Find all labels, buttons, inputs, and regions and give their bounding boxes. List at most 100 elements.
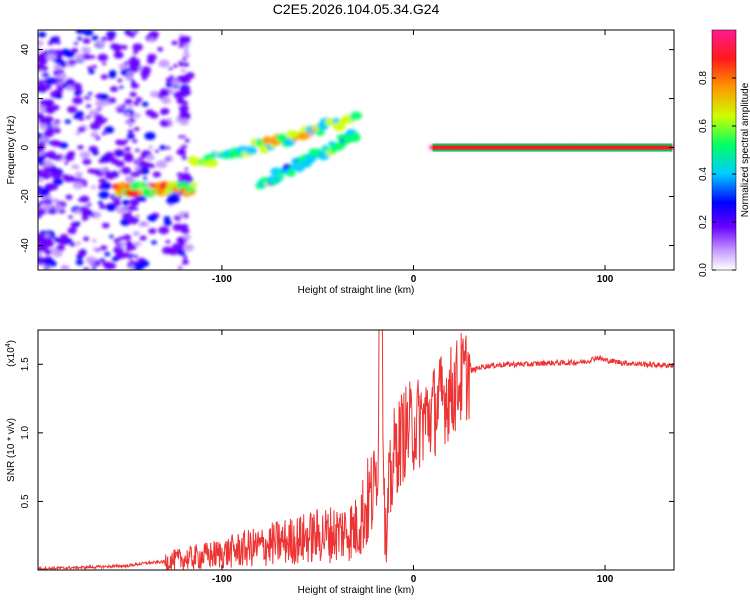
spectrogram-cell: [177, 249, 186, 256]
spectrogram-cell: [38, 40, 44, 46]
snr-y-scale-note: (x104): [5, 340, 17, 367]
spectrogram-cell: [350, 111, 362, 120]
spectrogram-cell: [132, 231, 140, 237]
spectrogram-cell: [111, 256, 119, 262]
spectrogram-cell: [90, 185, 97, 190]
spectrogram-cell: [57, 246, 64, 250]
spectrogram-cell: [74, 209, 82, 215]
spectrogram-cell: [82, 183, 88, 187]
spectrogram-cell: [38, 208, 47, 216]
snr-y-axis-label: SNR (10 * v/v): [6, 418, 17, 482]
spectrogram-cell: [128, 214, 133, 218]
spectrogram-cell: [66, 175, 76, 183]
spectrogram-cell: [184, 167, 189, 171]
spectrogram-cell: [151, 240, 157, 245]
spectrogram-cell: [132, 50, 139, 55]
colorbar-tick-label: 0.6: [698, 119, 709, 133]
spectrogram-cell: [188, 190, 196, 196]
spectrogram-cell: [69, 242, 76, 247]
spectrogram-y-tick-label: 0: [20, 144, 31, 150]
spectrogram-cell: [50, 170, 62, 179]
spectrogram-cell: [135, 174, 140, 178]
spectrogram-cell: [286, 170, 296, 177]
spectrogram-cell: [152, 171, 162, 178]
spectrogram-cell: [38, 202, 42, 208]
spectrogram-cell: [206, 159, 219, 168]
spectrogram-cell: [81, 46, 91, 54]
spectrogram-cell: [87, 66, 93, 70]
spectrogram-cell: [97, 53, 109, 62]
snr-series-line: [38, 330, 674, 570]
spectrogram-cell: [90, 213, 96, 218]
spectrogram-cell: [66, 85, 75, 92]
spectrogram-cell: [42, 72, 49, 78]
spectrogram-cell: [278, 175, 285, 180]
spectrogram-cell: [130, 78, 134, 81]
spectrogram-cell: [126, 71, 132, 75]
spectrogram-cell: [181, 111, 191, 118]
spectrogram-cell: [124, 98, 133, 105]
spectrogram-cell: [79, 151, 91, 159]
spectrogram-cell: [165, 157, 171, 161]
spectrogram-cell: [138, 157, 144, 161]
spectrogram-cell: [133, 101, 140, 106]
spectrogram-cell: [38, 185, 42, 190]
spectrogram-cell: [75, 259, 84, 266]
spectrogram-cell: [178, 44, 184, 49]
spectrogram-cell: [83, 30, 94, 36]
spectrogram-cell: [75, 111, 85, 118]
spectrogram-cell: [109, 234, 114, 239]
colorbar-gradient: [711, 29, 737, 271]
spectrogram-cell: [137, 160, 148, 168]
spectrogram-cell: [133, 241, 142, 247]
spectrogram-cell: [48, 141, 53, 145]
spectrogram-cell: [114, 51, 123, 58]
spectrogram-cell: [94, 261, 101, 267]
spectrogram-cell: [38, 214, 42, 219]
spectrogram-cell: [124, 146, 131, 152]
spectrogram-cell: [91, 239, 97, 243]
chart-title: C2E5.2026.104.05.34.G24: [273, 1, 440, 17]
spectrogram-cell: [179, 63, 184, 67]
snr-x-tick-label: -100: [212, 574, 232, 585]
spectrogram-cell: [53, 64, 62, 71]
snr-y-tick-label: 0.5: [20, 494, 31, 508]
spectrogram-cell: [113, 246, 124, 254]
spectrogram-cell: [120, 218, 131, 226]
spectrogram-cell: [178, 265, 183, 269]
spectrogram-cell: [38, 63, 45, 68]
spectrogram-cell: [38, 251, 43, 258]
spectrogram-cell: [160, 107, 170, 115]
spectrogram-cell: [128, 205, 136, 211]
spectrogram-cell: [82, 38, 91, 44]
spectrogram-cell: [139, 260, 150, 268]
spectrogram-cell: [135, 214, 141, 218]
spectrogram-cell: [127, 104, 134, 109]
spectrogram-cell: [159, 145, 167, 150]
spectrogram-cell: [68, 59, 76, 65]
spectrogram-cell: [135, 158, 139, 162]
spectrogram-cell: [146, 58, 156, 64]
spectrogram-cell: [56, 41, 61, 45]
spectrogram-cell: [67, 152, 72, 156]
spectrogram-cell: [124, 112, 131, 117]
spectrogram-cell: [78, 89, 83, 93]
spectrogram-y-tick-label: 20: [20, 93, 31, 105]
spectrogram-cell: [185, 212, 189, 215]
spectrogram-cell: [181, 155, 188, 160]
colorbar-tick-label: 0.0: [698, 263, 709, 277]
spectrogram-cell: [245, 146, 258, 155]
spectrogram-cell: [154, 149, 160, 153]
spectrogram-cell: [169, 195, 181, 203]
spectrogram-cell: [91, 35, 99, 41]
spectrogram-cell: [177, 177, 183, 181]
spectrogram-cell: [352, 132, 360, 139]
spectrogram-cell: [102, 62, 107, 66]
spectrogram-cell: [108, 174, 115, 179]
spectrogram-cell: [59, 233, 69, 241]
spectrogram-cell: [183, 234, 192, 240]
spectrogram-cell: [131, 61, 138, 66]
spectrogram-cell: [75, 221, 81, 226]
spectrogram-cell: [90, 132, 97, 138]
spectrogram-cell: [129, 91, 137, 97]
